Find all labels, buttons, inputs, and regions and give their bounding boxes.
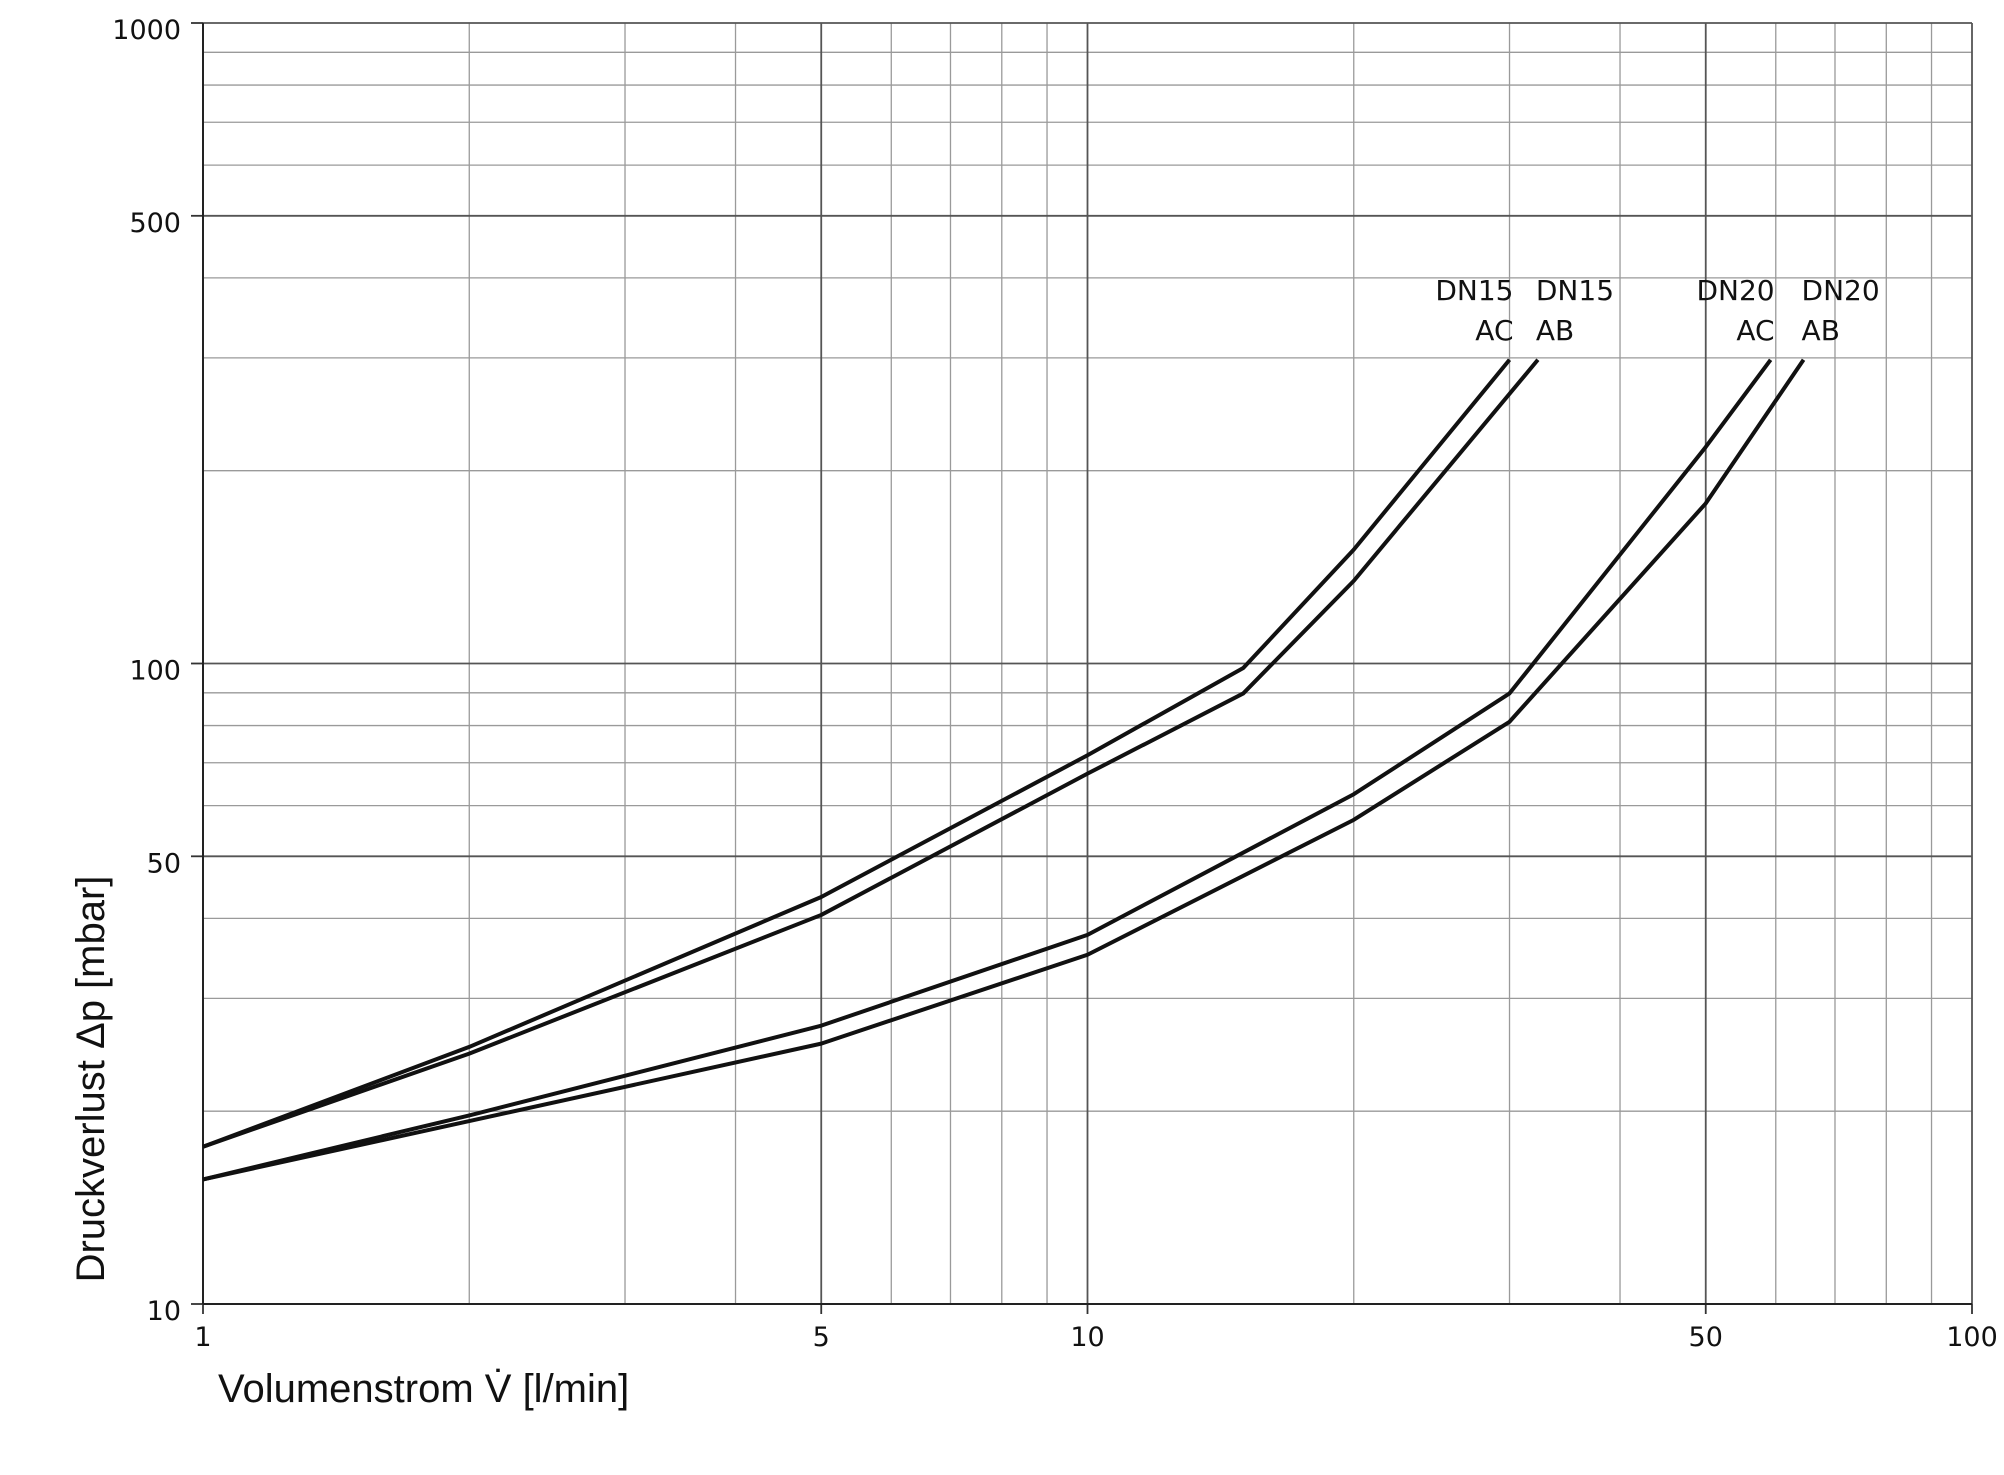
y-tick-label: 1000: [112, 15, 181, 46]
x-tick-label: 1: [194, 1322, 211, 1353]
y-axis-title: Druckverlust Δp [mbar]: [69, 876, 113, 1283]
curve-label: AB: [1536, 314, 1574, 347]
x-axis-title: Volumenstrom V̇ [l/min]: [218, 1367, 629, 1411]
curve-label: DN15: [1435, 274, 1513, 307]
curve-label: DN20: [1802, 274, 1880, 307]
x-tick-label: 100: [1946, 1322, 1998, 1353]
y-tick-label: 10: [147, 1296, 181, 1327]
x-tick-label: 10: [1070, 1322, 1104, 1353]
curve-label: AC: [1475, 314, 1513, 347]
y-tick-label: 500: [129, 208, 181, 239]
curve-label: DN15: [1536, 274, 1614, 307]
curve-label: DN20: [1696, 274, 1774, 307]
x-tick-label: 50: [1689, 1322, 1723, 1353]
curve: [202, 358, 1512, 1149]
y-tick-label: 100: [129, 656, 181, 687]
curve: [202, 358, 1806, 1182]
x-tick-label: 5: [813, 1322, 830, 1353]
y-tick-label: 50: [147, 848, 181, 879]
curve: [202, 358, 1540, 1149]
curve-label: AC: [1736, 314, 1774, 347]
curve-label: AB: [1802, 314, 1840, 347]
curve: [202, 358, 1773, 1182]
